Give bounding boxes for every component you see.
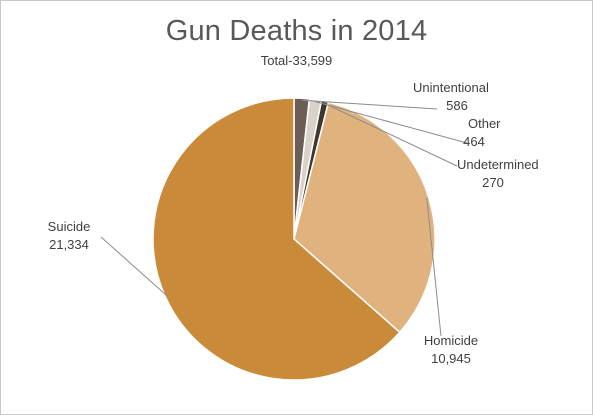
slice-label-suicide: Suicide: [48, 219, 91, 234]
slice-value-homicide: 10,945: [431, 351, 471, 366]
slice-value-unintentional: 586: [446, 98, 468, 113]
slice-value-other: 464: [463, 134, 485, 149]
chart-title: Gun Deaths in 2014: [165, 15, 428, 47]
slice-value-undetermined: 270: [482, 175, 504, 190]
leader-line-unintentional: [301, 99, 438, 110]
slice-label-undetermined: Undetermined: [457, 157, 539, 172]
slice-label-other: Other: [468, 116, 501, 131]
leader-line-suicide: [100, 236, 168, 297]
slice-label-unintentional: Unintentional: [413, 80, 489, 95]
leader-line-other: [315, 101, 468, 144]
leader-line-homicide: [426, 197, 442, 337]
chart-subtitle: Total-33,599: [260, 53, 333, 68]
pie-slice-homicide: [293, 101, 436, 334]
pie-slice-suicide: [152, 97, 401, 381]
leader-line-undetermined: [324, 102, 458, 167]
slice-label-homicide: Homicide: [424, 333, 478, 348]
slice-value-suicide: 21,334: [49, 237, 89, 252]
